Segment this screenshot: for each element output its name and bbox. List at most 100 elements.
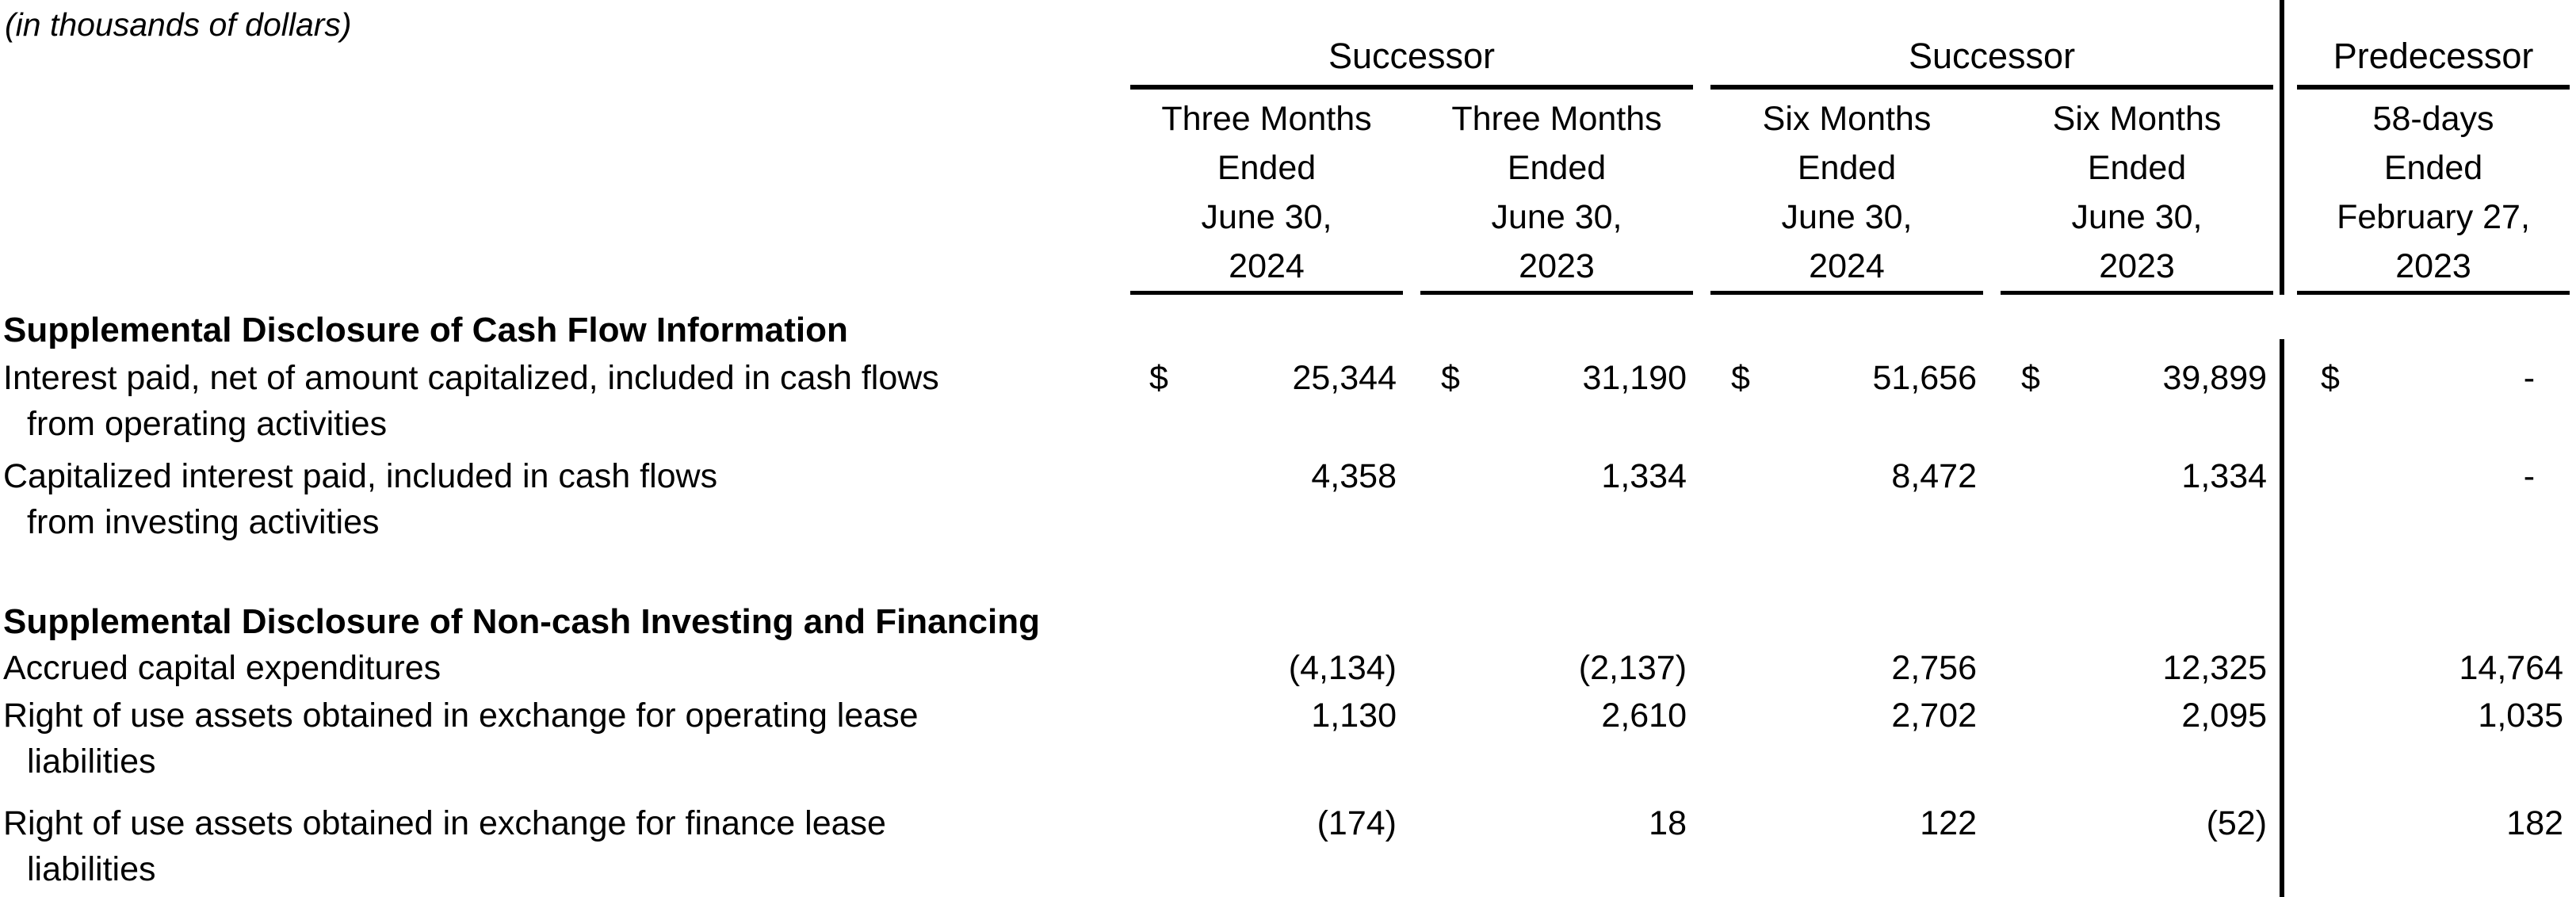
group-header-predecessor: Predecessor: [2297, 0, 2570, 90]
value-cell: 18: [1649, 804, 1687, 842]
data-row-rou-finance-lease: Right of use assets obtained in exchange…: [0, 792, 2574, 897]
dollar-cell-empty: [1710, 792, 1758, 897]
value-cell: 25,344: [1292, 359, 1397, 397]
value-cell: 182: [2506, 804, 2564, 842]
data-row-interest-paid: Interest paid, net of amount capitalized…: [0, 353, 2574, 447]
value-cell: -: [2523, 359, 2536, 397]
table-header: (in thousands of dollars) Successor Succ…: [0, 0, 2574, 295]
dollar-cell-empty: [1420, 447, 1468, 547]
spacer: [2570, 691, 2574, 792]
spacer: [1983, 447, 2001, 547]
data-row-rou-operating-lease: Right of use assets obtained in exchange…: [0, 691, 2574, 792]
spacer: [2273, 447, 2297, 547]
value-cell: (174): [1317, 804, 1397, 842]
dollar-cell-empty: [1130, 645, 1178, 691]
spacer: [1693, 87, 1710, 293]
spacer: [1403, 691, 1420, 792]
spacer: [2570, 792, 2574, 897]
row-label: Right of use assets obtained in exchange…: [3, 697, 919, 781]
dollar-cell-empty: [1710, 447, 1758, 547]
spacer: [0, 547, 2574, 594]
value-cell: 2,756: [1891, 649, 1978, 687]
spacer: [1693, 691, 1710, 792]
row-label: Capitalized interest paid, included in c…: [3, 457, 718, 541]
dollar-cell-empty: [2001, 447, 2048, 547]
data-row-accrued-capex: Accrued capital expenditures (4,134) (2,…: [0, 645, 2574, 691]
value-cell: 1,035: [2478, 697, 2564, 735]
spacer: [2570, 447, 2574, 547]
spacer: [2273, 645, 2297, 691]
value-cell: 12,325: [2162, 649, 2268, 687]
spacer: [0, 87, 1130, 293]
group-header-successor-quarter: Successor: [1130, 0, 1694, 90]
dollar-cell-empty: [2297, 447, 2354, 547]
value-cell: 2,702: [1891, 697, 1978, 735]
dollar-cell-empty: [1130, 691, 1178, 792]
spacer: [1983, 691, 2001, 792]
spacer: [2273, 792, 2297, 897]
spacer: [2570, 0, 2574, 87]
value-cell: 1,130: [1311, 697, 1397, 735]
spacer: [2273, 353, 2297, 447]
spacer: [1693, 447, 1710, 547]
spacer: [1693, 353, 1710, 447]
value-cell: 14,764: [2459, 649, 2564, 687]
spacer: [2273, 87, 2297, 293]
section-title-row: Supplemental Disclosure of Cash Flow Inf…: [0, 293, 2574, 354]
spacer: [1693, 792, 1710, 897]
value-cell: 4,358: [1311, 457, 1397, 495]
dollar-cell-empty: [2001, 792, 2048, 897]
dollar-cell-empty: [2001, 691, 2048, 792]
value-cell: 8,472: [1891, 457, 1978, 495]
column-header-3mo-2024: Three Months Ended June 30, 2024: [1130, 87, 1403, 295]
spacer: [1693, 645, 1710, 691]
dollar-cell-empty: [2297, 792, 2354, 897]
column-header-row: Three Months Ended June 30, 2024 Three M…: [0, 87, 2574, 295]
value-cell: 1,334: [2181, 457, 2268, 495]
dollar-cell-empty: [1420, 645, 1468, 691]
value-cell: 2,095: [2181, 697, 2268, 735]
spacer: [1403, 792, 1420, 897]
value-cell: (52): [2206, 804, 2268, 842]
spacer: [1403, 645, 1420, 691]
spacer: [1983, 353, 2001, 447]
value-cell: 1,334: [1601, 457, 1687, 495]
group-header-row: (in thousands of dollars) Successor Succ…: [0, 0, 2574, 90]
dollar-cell-empty: [2297, 645, 2354, 691]
row-label: Accrued capital expenditures: [3, 649, 441, 687]
units-note: (in thousands of dollars): [5, 6, 352, 43]
dollar-cell-empty: [1710, 645, 1758, 691]
value-cell: 39,899: [2162, 359, 2268, 397]
section-title-cash-flow: Supplemental Disclosure of Cash Flow Inf…: [3, 311, 848, 349]
predecessor-divider-line-bottom: [2280, 339, 2284, 897]
section-title-noncash: Supplemental Disclosure of Non-cash Inve…: [3, 602, 1040, 641]
spacer: [2570, 353, 2574, 447]
spacer: [2570, 645, 2574, 691]
spacer: [1693, 0, 1710, 87]
spacer: [1983, 792, 2001, 897]
dollar-sign: $: [1149, 359, 1168, 397]
dollar-sign: $: [2321, 359, 2340, 397]
predecessor-divider-line-top: [2280, 0, 2284, 295]
spacer: [1983, 87, 2001, 293]
dollar-cell-empty: [2001, 645, 2048, 691]
dollar-cell-empty: [1420, 691, 1468, 792]
value-cell: (2,137): [1578, 649, 1687, 687]
spacer: [2273, 691, 2297, 792]
blank-row: [0, 547, 2574, 594]
column-header-58days-2023: 58-days Ended February 27, 2023: [2297, 87, 2570, 295]
table-body: Supplemental Disclosure of Cash Flow Inf…: [0, 293, 2574, 897]
spacer: [2273, 0, 2297, 87]
data-row-capitalized-interest: Capitalized interest paid, included in c…: [0, 447, 2574, 547]
spacer: [1403, 353, 1420, 447]
row-label: Interest paid, net of amount capitalized…: [3, 359, 939, 443]
column-header-3mo-2023: Three Months Ended June 30, 2023: [1420, 87, 1694, 295]
value-cell: 122: [1920, 804, 1978, 842]
value-cell: (4,134): [1288, 649, 1397, 687]
dollar-cell-empty: [1130, 447, 1178, 547]
value-cell: 2,610: [1601, 697, 1687, 735]
dollar-sign: $: [1441, 359, 1460, 397]
dollar-cell-empty: [1710, 691, 1758, 792]
